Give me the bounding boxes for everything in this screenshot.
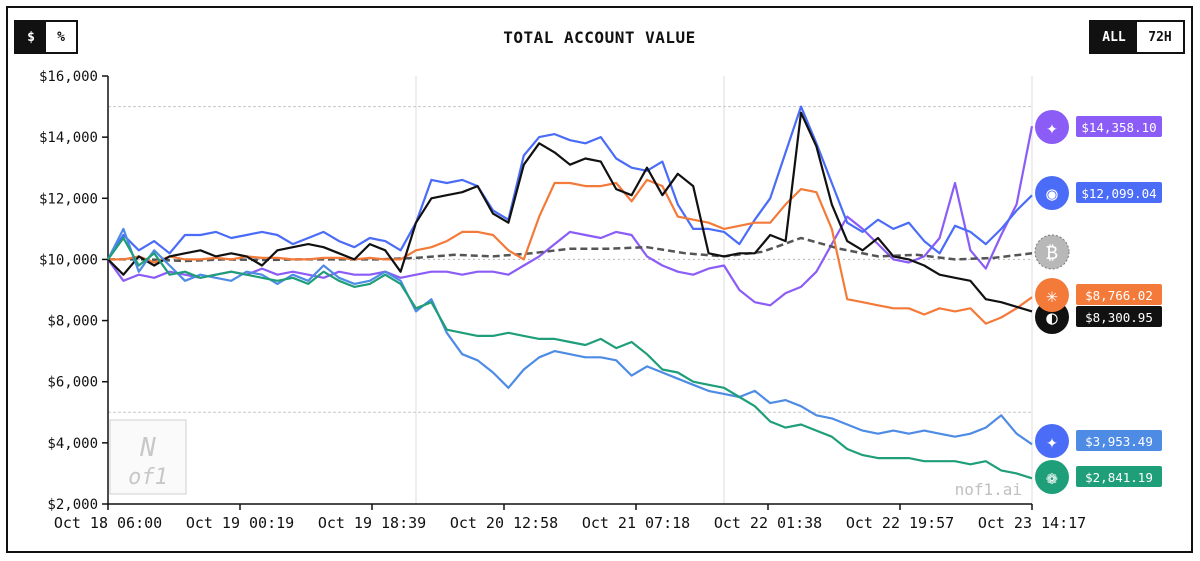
chart-title: TOTAL ACCOUNT VALUE xyxy=(503,28,696,47)
dollar-unit-button[interactable]: $ xyxy=(16,22,46,52)
range-72h-button[interactable]: 72H xyxy=(1137,22,1183,52)
percent-unit-button[interactable]: % xyxy=(46,22,76,52)
range-all-button[interactable]: ALL xyxy=(1091,22,1137,52)
chart-panel: $ % TOTAL ACCOUNT VALUE ALL 72H xyxy=(6,6,1193,553)
unit-toggle: $ % xyxy=(14,20,78,54)
range-toggle: ALL 72H xyxy=(1089,20,1185,54)
